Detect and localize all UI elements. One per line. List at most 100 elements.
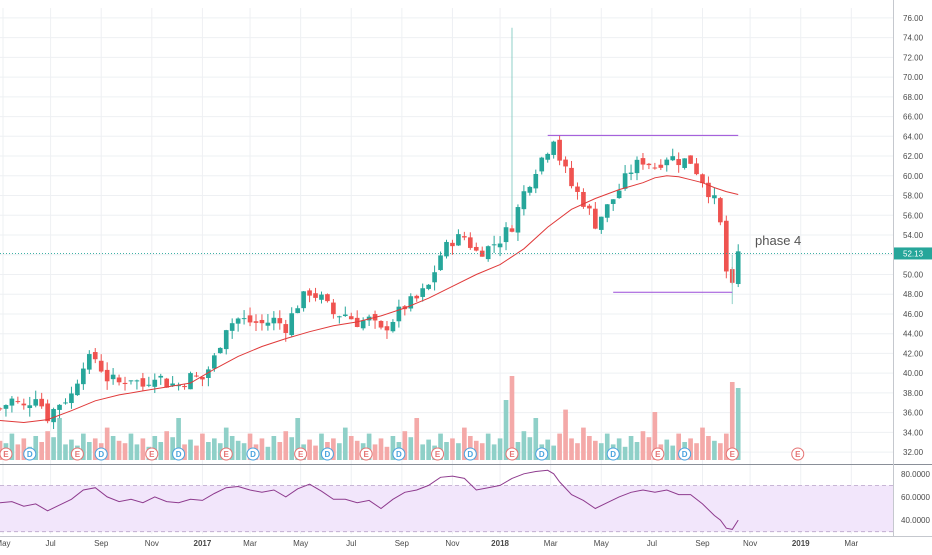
candle-body [211,355,217,369]
earnings-marker[interactable]: E [505,447,519,461]
time-axis[interactable]: May Jul Sep Nov 2017 Mar May Jul Sep Nov 2018 Mar Ma… [0,539,859,548]
candle-body [712,195,717,199]
volume-bar [313,445,318,460]
candle-body [563,159,568,167]
candle-body [206,369,211,378]
rsi-band [0,485,893,532]
dividend-marker[interactable]: D [606,447,620,461]
dividend-marker[interactable]: D [392,447,406,461]
earnings-marker[interactable]: E [791,447,805,461]
volume-bar [164,431,170,460]
candle-body [259,319,265,324]
volume-bar [473,440,479,460]
event-label: E [224,450,230,459]
event-label: D [682,450,688,459]
volume-bar [366,433,372,460]
earnings-marker[interactable]: E [70,447,84,461]
event-label: E [3,450,9,459]
earnings-marker[interactable]: E [651,447,665,461]
volume-bar [51,437,56,460]
time-tick-label: Sep [695,539,710,548]
candle-body [182,385,187,388]
candle-body [444,241,449,257]
candle-body [604,204,610,218]
event-circle [392,447,406,461]
dividend-marker[interactable]: D [678,447,692,461]
volume-bar [485,433,491,460]
candle-body [735,251,741,285]
candle-body [348,316,354,320]
candle-body [134,380,140,382]
volume-bar [557,433,562,460]
candle-body [598,216,604,230]
earnings-marker[interactable]: E [725,447,739,461]
dividend-marker[interactable]: D [23,447,37,461]
candle-body [438,255,443,271]
event-circle [246,447,260,461]
horizontal-levels[interactable] [0,134,893,293]
earnings-marker[interactable]: E [0,447,13,461]
volume-bar [128,433,134,460]
dividend-marker[interactable]: D [94,447,108,461]
volume-bar [616,438,622,460]
event-circle [791,447,805,461]
event-label: D [250,450,256,459]
candle-body [158,375,164,378]
candle-body [581,191,586,207]
dividend-marker[interactable]: D [320,447,334,461]
dividend-marker[interactable]: D [172,447,186,461]
candle-body [420,288,426,297]
candle-body [557,139,562,161]
earnings-marker[interactable]: E [359,447,373,461]
candle-body [473,246,479,251]
candle-body [86,354,92,370]
candle-body [9,398,15,406]
volume-bar [444,442,449,460]
dividend-marker[interactable]: D [246,447,260,461]
price-axis[interactable]: 76.00 74.00 72.00 70.00 68.00 66.00 64.00 62.00… [894,14,932,457]
volume-bar [593,440,598,460]
candle-body [545,153,551,160]
volume-bar [462,427,467,460]
candle-body [57,404,62,410]
candle-body [241,318,247,320]
volume-bar [509,376,515,460]
candle-body [3,405,9,409]
volume-bar [569,438,574,460]
earnings-marker[interactable]: E [219,447,233,461]
time-tick-label: May [594,539,609,548]
earnings-marker[interactable]: E [145,447,159,461]
dividend-marker[interactable]: D [535,447,549,461]
candle-body [432,272,437,283]
volume-bar [176,418,181,460]
price-tick-label: 48.00 [903,290,924,299]
event-circle [145,447,159,461]
volume-bar [438,433,443,460]
volume-bar [223,427,229,460]
volume-bar [646,437,652,460]
volume-bar [503,400,509,460]
candle-body [664,159,670,166]
dividend-marker[interactable]: D [463,447,477,461]
phase-annotation[interactable]: phase 4 [755,233,801,248]
candle-body [295,308,300,314]
earnings-marker[interactable]: E [294,447,308,461]
volume-bar [170,437,175,460]
price-tick-label: 60.00 [903,172,924,181]
event-circle [431,447,445,461]
event-label: E [298,450,304,459]
candle-body [658,164,664,168]
candle-body [652,167,658,169]
price-tick-label: 36.00 [903,409,924,418]
earnings-marker[interactable]: E [431,447,445,461]
price-tick-label: 66.00 [903,113,924,122]
rsi-tick-label: 40.0000 [901,516,930,525]
candle-body [277,318,283,324]
volume-bar [348,436,354,460]
time-tick-label: 2019 [792,539,810,548]
volume-bar [331,438,336,460]
volume-bar [664,439,670,460]
